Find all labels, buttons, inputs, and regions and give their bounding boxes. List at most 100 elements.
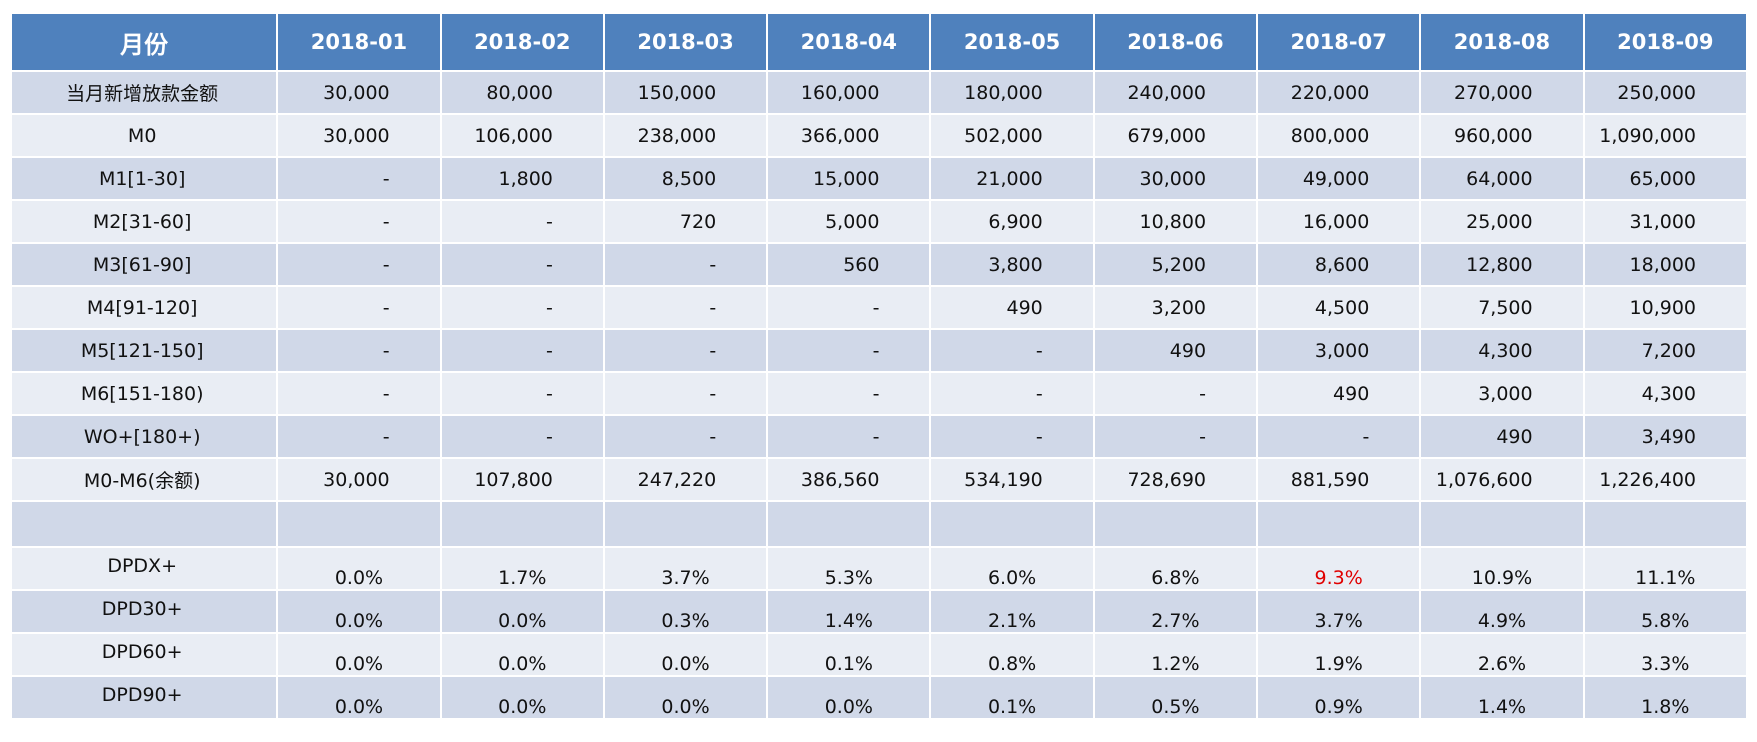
blank-cell [931,502,1093,546]
table-cell: 30,000 [278,115,440,156]
table-cell: - [768,373,930,414]
table-cell: - [278,287,440,328]
table-cell: 3,490 [1584,416,1746,457]
table-cell: 1,076,600 [1421,459,1583,500]
header-month: 2018-02 [441,14,603,70]
table-row: M0-M6(余额) 30,000 107,800 247,220 386,560 534,… [12,459,1746,500]
table-cell: 800,000 [1258,115,1420,156]
table-cell: 720 [604,201,767,242]
table-cell: 2.7% [1094,591,1257,632]
table-cell: 1.8% [1584,677,1746,718]
table-cell: - [441,244,603,285]
row-label: M5[121-150] [12,330,277,371]
table-cell: 30,000 [278,459,440,500]
table-cell: 366,000 [768,115,930,156]
row-label: WO+[180+) [12,416,277,457]
table-cell: - [278,158,440,199]
header-month: 2018-09 [1584,14,1746,70]
table-cell: 15,000 [768,158,930,199]
row-label: M3[61-90] [12,244,277,285]
table-cell: 5.3% [768,548,930,589]
table-cell: 3.3% [1584,634,1746,675]
table-cell: 3,000 [1421,373,1583,414]
table-cell: 180,000 [931,72,1093,113]
table-cell: 560 [768,244,930,285]
table-cell: 80,000 [441,72,603,113]
table-cell: 2.1% [931,591,1093,632]
header-month: 2018-01 [278,14,440,70]
table-cell: 10,800 [1094,201,1257,242]
row-label: M2[31-60] [12,201,277,242]
table-cell: 31,000 [1584,201,1746,242]
table-cell: 16,000 [1258,201,1420,242]
table-cell: 250,000 [1584,72,1746,113]
table-cell: 6,900 [931,201,1093,242]
header-row: 月份 2018-01 2018-02 2018-03 2018-04 2018-… [12,14,1746,70]
table-cell: - [278,330,440,371]
table-cell: 386,560 [768,459,930,500]
row-label: DPD90+ [12,677,277,718]
header-month-label: 月份 [12,14,277,70]
table-cell: 490 [1421,416,1583,457]
table-cell: - [1094,416,1257,457]
table-cell: 534,190 [931,459,1093,500]
table-cell: 0.0% [278,591,440,632]
table-cell: 490 [1094,330,1257,371]
row-label: DPD60+ [12,634,277,675]
table-row: M1[1-30] -1,800 8,500 15,000 21,000 30,000 49,… [12,158,1746,199]
table-cell: 1.2% [1094,634,1257,675]
table-row: M2[31-60] - -720 5,000 6,900 10,800 16,000 25,0… [12,201,1746,242]
table-cell: - [604,287,767,328]
table-cell: - [441,416,603,457]
blank-cell [1421,502,1583,546]
table-cell: 21,000 [931,158,1093,199]
row-label: 当月新增放款金额 [12,72,277,113]
table-cell: 4,300 [1421,330,1583,371]
blank-cell [1584,502,1746,546]
table-cell: 8,500 [604,158,767,199]
blank-cell [441,502,603,546]
table-row: M6[151-180) - - - - - -490 3,000 4,300 [12,373,1746,414]
table-cell: 10.9% [1421,548,1583,589]
table-cell: 490 [931,287,1093,328]
table-cell: 0.0% [441,634,603,675]
table-cell: - [441,287,603,328]
table-cell: 679,000 [1094,115,1257,156]
table-cell: 7,500 [1421,287,1583,328]
table-row: M5[121-150] - - - - -490 3,000 4,300 7,200 [12,330,1746,371]
table-cell: 8,600 [1258,244,1420,285]
table-cell: 0.0% [768,677,930,718]
table-cell: 502,000 [931,115,1093,156]
table-cell: 160,000 [768,72,930,113]
table-cell: - [278,201,440,242]
table-cell: 1,226,400 [1584,459,1746,500]
table-cell: - [441,201,603,242]
table-cell: 220,000 [1258,72,1420,113]
table-cell: 30,000 [1094,158,1257,199]
blank-row [12,502,1746,546]
table-cell: - [768,287,930,328]
table-cell: - [604,330,767,371]
table-cell: 3.7% [1258,591,1420,632]
row-label: M0 [12,115,277,156]
table-cell: 0.5% [1094,677,1257,718]
table-row: DPDX+ 0.0% 1.7% 3.7% 5.3% 6.0% 6.8% 9.3% 10.9% 11… [12,548,1746,589]
table-cell: 1,090,000 [1584,115,1746,156]
table-cell: 0.3% [604,591,767,632]
table-cell: 3,000 [1258,330,1420,371]
table-cell: 150,000 [604,72,767,113]
table-cell: 0.0% [441,677,603,718]
table-cell: 1,800 [441,158,603,199]
table-cell: 3.7% [604,548,767,589]
table-row: DPD30+ 0.0% 0.0% 0.3% 1.4% 2.1% 2.7% 3.7% 4.9% 5.… [12,591,1746,632]
table-cell: 5.8% [1584,591,1746,632]
row-label: M1[1-30] [12,158,277,199]
table-cell: 0.1% [768,634,930,675]
table-cell: 4.9% [1421,591,1583,632]
table-cell: 247,220 [604,459,767,500]
table-cell: 881,590 [1258,459,1420,500]
table-cell: - [441,373,603,414]
vintage-table: 月份 2018-01 2018-02 2018-03 2018-04 2018-… [10,12,1748,720]
table-cell: 3,200 [1094,287,1257,328]
table-row: WO+[180+) - - - - - - -490 3,490 [12,416,1746,457]
